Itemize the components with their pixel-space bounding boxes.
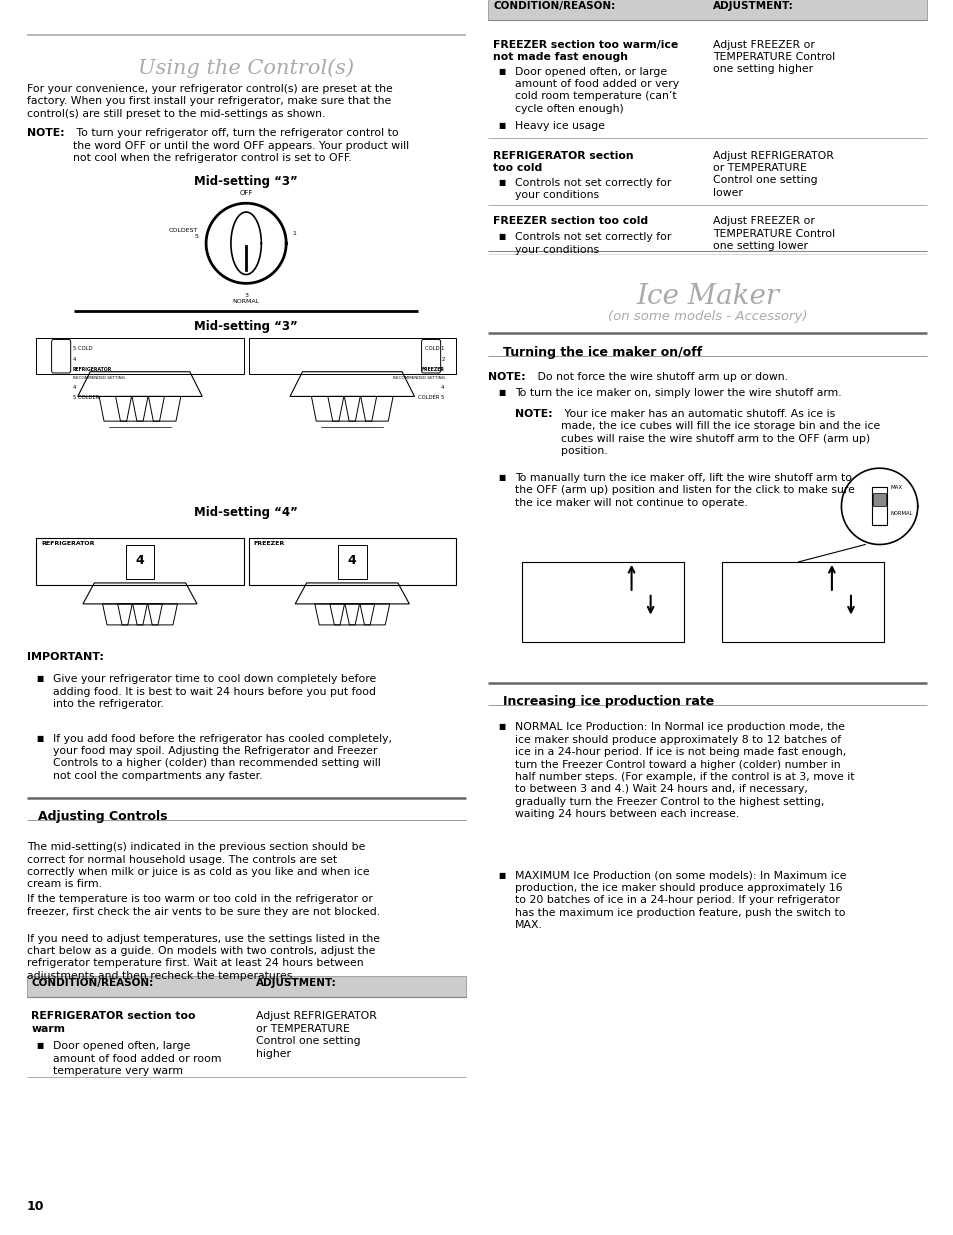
Text: Door opened often, large
amount of food added or room
temperature very warm: Door opened often, large amount of food …: [53, 1041, 222, 1076]
Text: NORMAL Ice Production: In Normal ice production mode, the
ice maker should produ: NORMAL Ice Production: In Normal ice pro…: [515, 722, 854, 819]
Text: Controls not set correctly for
your conditions: Controls not set correctly for your cond…: [515, 178, 671, 200]
Text: COLDER 5: COLDER 5: [417, 395, 444, 400]
Text: 4: 4: [348, 555, 356, 567]
Text: Your ice maker has an automatic shutoff. As ice is
made, the ice cubes will fill: Your ice maker has an automatic shutoff.…: [560, 409, 880, 456]
Text: 4: 4: [440, 385, 444, 390]
Text: NORMAL: NORMAL: [889, 511, 912, 516]
Text: Turning the ice maker on/off: Turning the ice maker on/off: [502, 346, 701, 359]
Text: RECOMMENDED SETTING: RECOMMENDED SETTING: [393, 377, 444, 380]
Text: If you add food before the refrigerator has cooled completely,
your food may spo: If you add food before the refrigerator …: [53, 734, 392, 781]
Text: 2: 2: [440, 357, 444, 362]
Text: REFRIGERATOR: REFRIGERATOR: [72, 367, 112, 372]
Bar: [337, 545, 366, 579]
Text: Door opened often, or large
amount of food added or very
cold room temperature (: Door opened often, or large amount of fo…: [515, 67, 679, 114]
Text: 4: 4: [135, 555, 144, 567]
Text: Heavy ice usage: Heavy ice usage: [515, 121, 604, 131]
Text: 1: 1: [292, 231, 295, 236]
Text: RECOMMENDED SETTING: RECOMMENDED SETTING: [72, 377, 124, 380]
Bar: [27, 976, 465, 997]
Bar: [721, 562, 883, 642]
Text: MAXIMUM Ice Production (on some models): In Maximum ice
production, the ice make: MAXIMUM Ice Production (on some models):…: [515, 871, 845, 930]
Text: Adjust FREEZER or
TEMPERATURE Control
one setting lower: Adjust FREEZER or TEMPERATURE Control on…: [712, 216, 834, 251]
Text: NOTE:: NOTE:: [488, 372, 525, 382]
Text: 4: 4: [72, 357, 76, 362]
Text: Adjust FREEZER or
TEMPERATURE Control
one setting higher: Adjust FREEZER or TEMPERATURE Control on…: [712, 40, 834, 74]
Text: REFRIGERATOR section too
warm: REFRIGERATOR section too warm: [31, 1011, 195, 1034]
Text: Using the Control(s): Using the Control(s): [138, 58, 354, 78]
Text: ■: ■: [497, 871, 505, 879]
Text: To turn your refrigerator off, turn the refrigerator control to
the word OFF or : To turn your refrigerator off, turn the …: [72, 128, 408, 163]
Text: For your convenience, your refrigerator control(s) are preset at the
factory. Wh: For your convenience, your refrigerator …: [27, 84, 392, 119]
Text: To manually turn the ice maker off, lift the wire shutoff arm to
the OFF (arm up: To manually turn the ice maker off, lift…: [515, 473, 854, 508]
Text: To turn the ice maker on, simply lower the wire shutoff arm.: To turn the ice maker on, simply lower t…: [515, 388, 841, 398]
FancyBboxPatch shape: [51, 340, 71, 373]
Text: Adjust REFRIGERATOR
or TEMPERATURE
Control one setting
lower: Adjust REFRIGERATOR or TEMPERATURE Contr…: [712, 151, 833, 198]
Text: CONDITION/REASON:: CONDITION/REASON:: [493, 1, 615, 11]
Text: FREEZER: FREEZER: [253, 541, 284, 546]
Bar: [36, 538, 243, 585]
Text: NOTE:: NOTE:: [27, 128, 64, 138]
Text: CONDITION/REASON:: CONDITION/REASON:: [31, 978, 153, 988]
Text: ■: ■: [497, 388, 505, 396]
Text: IMPORTANT:: IMPORTANT:: [27, 652, 104, 662]
Text: ■: ■: [497, 722, 505, 731]
Text: ■: ■: [36, 1041, 44, 1050]
Text: If you need to adjust temperatures, use the settings listed in the
chart below a: If you need to adjust temperatures, use …: [27, 934, 379, 981]
Text: 5 COLD: 5 COLD: [72, 346, 92, 351]
Bar: [36, 338, 243, 374]
Text: ADJUSTMENT:: ADJUSTMENT:: [255, 978, 336, 988]
Text: ■: ■: [36, 674, 44, 683]
Bar: [248, 538, 456, 585]
Text: Controls not set correctly for
your conditions: Controls not set correctly for your cond…: [515, 232, 671, 254]
Text: Adjusting Controls: Adjusting Controls: [38, 810, 168, 824]
Text: NOTE:: NOTE:: [515, 409, 552, 419]
Text: The mid-setting(s) indicated in the previous section should be
correct for norma: The mid-setting(s) indicated in the prev…: [27, 842, 369, 889]
Bar: [488, 0, 926, 20]
Text: If the temperature is too warm or too cold in the refrigerator or
freezer, first: If the temperature is too warm or too co…: [27, 894, 379, 916]
Text: Adjust REFRIGERATOR
or TEMPERATURE
Control one setting
higher: Adjust REFRIGERATOR or TEMPERATURE Contr…: [255, 1011, 376, 1058]
Text: REFRIGERATOR section
too cold: REFRIGERATOR section too cold: [493, 151, 633, 173]
Text: ■: ■: [497, 473, 505, 482]
Bar: [871, 488, 886, 525]
Text: Give your refrigerator time to cool down completely before
adding food. It is be: Give your refrigerator time to cool down…: [53, 674, 376, 709]
Text: ■: ■: [36, 734, 44, 742]
FancyBboxPatch shape: [421, 340, 440, 373]
Text: MAX: MAX: [889, 485, 902, 490]
Text: COLDEST
5: COLDEST 5: [169, 228, 198, 238]
Text: ■: ■: [497, 232, 505, 241]
Text: Do not force the wire shutoff arm up or down.: Do not force the wire shutoff arm up or …: [534, 372, 787, 382]
Text: REFRIGERATOR: REFRIGERATOR: [41, 541, 94, 546]
Text: 10: 10: [27, 1199, 44, 1213]
Text: Ice Maker: Ice Maker: [636, 283, 779, 310]
Text: ■: ■: [497, 67, 505, 75]
Text: 3
NORMAL: 3 NORMAL: [233, 293, 259, 304]
Text: Mid-setting “3”: Mid-setting “3”: [194, 320, 297, 333]
Text: Increasing ice production rate: Increasing ice production rate: [502, 695, 713, 709]
Text: Mid-setting “4”: Mid-setting “4”: [194, 506, 297, 520]
Bar: [872, 493, 885, 506]
Text: ADJUSTMENT:: ADJUSTMENT:: [712, 1, 793, 11]
Text: FREEZER section too warm/ice
not made fast enough: FREEZER section too warm/ice not made fa…: [493, 40, 678, 62]
Text: FREEZER: FREEZER: [421, 367, 444, 372]
Text: 5 COLDER: 5 COLDER: [72, 395, 99, 400]
Text: (on some models - Accessory): (on some models - Accessory): [607, 310, 807, 324]
Text: FREEZER section too cold: FREEZER section too cold: [493, 216, 648, 226]
Text: COLD 1: COLD 1: [425, 346, 444, 351]
Bar: [521, 562, 683, 642]
Text: OFF: OFF: [239, 190, 253, 196]
Text: ■: ■: [497, 121, 505, 130]
Text: 4: 4: [72, 385, 76, 390]
Text: ■: ■: [497, 178, 505, 186]
Bar: [248, 338, 456, 374]
Text: Mid-setting “3”: Mid-setting “3”: [194, 175, 297, 189]
Bar: [126, 545, 154, 579]
